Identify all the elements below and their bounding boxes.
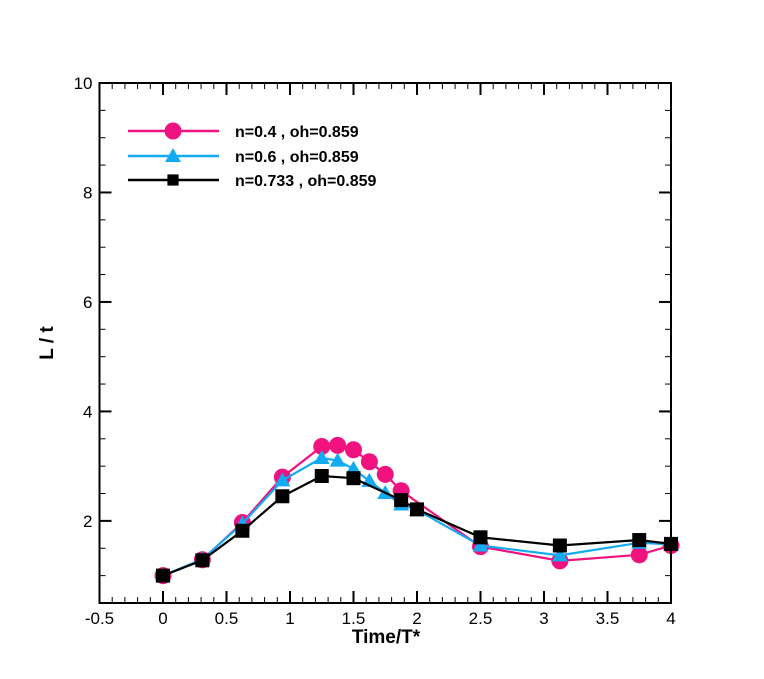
x-tick-label: 1 [285,609,294,628]
data-point-square [473,530,488,545]
data-point-circle [313,437,331,455]
data-point-triangle [313,449,330,464]
data-point-circle [164,122,182,140]
legend-item: n=0.6 , oh=0.859 [128,148,359,166]
y-tick-label: 8 [83,183,92,202]
x-tick-label: 2.5 [469,609,493,628]
data-point-square [394,493,409,508]
legend: n=0.4 , oh=0.859 n=0.6 , oh=0.859 n=0.733 … [128,122,377,190]
data-point-square [632,533,647,548]
plot-border [98,82,672,604]
data-point-circle [360,453,378,471]
x-tick-label: -0.5 [85,609,114,628]
data-point-triangle [274,472,291,487]
data-point-square [195,553,210,568]
legend-label: n=0.733 , oh=0.859 [235,173,377,190]
x-tick-label: 0 [158,609,167,628]
data-point-triangle [165,148,181,162]
y-tick-label: 6 [83,293,92,312]
data-point-circle [329,436,347,454]
series-layer [154,436,680,585]
axis-ticks: -0.5 0 0.5 1 1.5 2 2.5 3 3.5 4 2 4 6 8 10 [74,74,676,628]
x-tick-label: 2 [412,609,421,628]
data-point-square [314,469,329,484]
data-point-triangle [551,547,568,562]
data-point-square [346,471,361,486]
data-point-square [275,489,290,504]
legend-label: n=0.4 , oh=0.859 [235,124,359,141]
data-point-circle [376,465,394,483]
data-point-square [167,174,179,186]
data-point-square [235,523,250,538]
data-point-square [552,538,567,553]
y-tick-label: 4 [83,402,92,421]
series-square [156,469,678,583]
x-tick-label: 1.5 [342,609,366,628]
legend-item: n=0.4 , oh=0.859 [128,122,359,141]
y-axis-title: L / t [37,326,58,360]
x-tick-label: 4 [666,609,675,628]
x-axis-title: Time/T* [352,627,421,648]
data-point-square [410,502,424,517]
legend-label: n=0.6 , oh=0.859 [235,149,359,166]
data-point-triangle [472,537,489,552]
legend-item: n=0.733 , oh=0.859 [128,173,377,190]
x-tick-label: 3.5 [596,609,620,628]
data-point-triangle [329,452,346,467]
y-tick-label: 10 [74,74,93,93]
x-tick-label: 0.5 [215,609,239,628]
x-tick-label: 3 [539,609,548,628]
plot-frame [98,82,672,604]
data-point-circle [630,546,648,564]
data-point-square [156,568,170,583]
data-point-circle [345,441,362,459]
y-tick-label: 2 [83,512,92,531]
